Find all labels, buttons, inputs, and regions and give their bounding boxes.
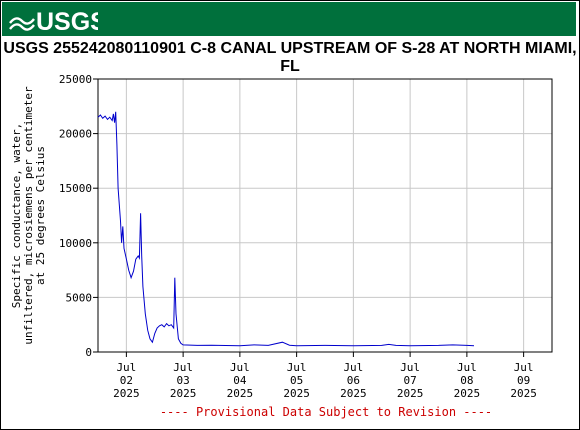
x-tick-label: 2025 [170,387,197,400]
y-tick-label: 15000 [59,182,92,195]
series-line [97,111,475,347]
x-tick-label: 2025 [510,387,537,400]
x-tick-label: Jul [116,361,136,374]
plot-area [97,78,553,353]
x-tick-label: 02 [120,374,133,387]
usgs-logo: USGS [9,8,98,35]
y-tick-label: 5000 [66,291,93,304]
x-tick-label: Jul [343,361,363,374]
x-tick-label: 06 [347,374,360,387]
x-tick-label: Jul [457,361,477,374]
y-tick-label: 0 [85,346,92,359]
chart-title: USGS 255242080110901 C-8 CANAL UPSTREAM … [3,40,577,75]
y-axis: 0 5000 10000 15000 20000 25000 [59,73,98,359]
y-label-line: unfiltered, microsiemens per centimeter [22,86,35,345]
x-tick-label: 09 [517,374,530,387]
x-tick-label: 03 [177,374,190,387]
y-axis-label: Specific conductance, water, unfiltered, … [10,86,47,345]
x-tick-label: 2025 [283,387,310,400]
y-tick-label: 25000 [59,73,92,86]
x-tick-label: 08 [460,374,473,387]
x-tick-label: Jul [287,361,307,374]
x-tick-label: 2025 [397,387,424,400]
x-tick-label: Jul [514,361,534,374]
x-tick-label: 2025 [113,387,140,400]
x-tick-label: 04 [233,374,247,387]
x-tick-label: 2025 [227,387,254,400]
y-tick-label: 20000 [59,128,92,141]
y-tick-label: 10000 [59,237,92,250]
x-axis: Jul022025Jul032025Jul042025Jul052025Jul0… [113,352,537,400]
x-tick-label: Jul [230,361,250,374]
x-tick-label: 2025 [340,387,367,400]
x-tick-label: Jul [173,361,193,374]
usgs-banner: USGS [2,2,576,36]
x-tick-label: 07 [404,374,417,387]
grid-lines [98,78,552,353]
x-tick-label: 05 [290,374,303,387]
logo-text: USGS [36,8,98,35]
y-label-line: at 25 degrees Celsius [34,146,47,285]
x-tick-label: Jul [400,361,420,374]
x-tick-label: 2025 [454,387,481,400]
provisional-note: ---- Provisional Data Subject to Revisio… [160,405,492,419]
y-label-line: Specific conductance, water, [10,123,23,308]
